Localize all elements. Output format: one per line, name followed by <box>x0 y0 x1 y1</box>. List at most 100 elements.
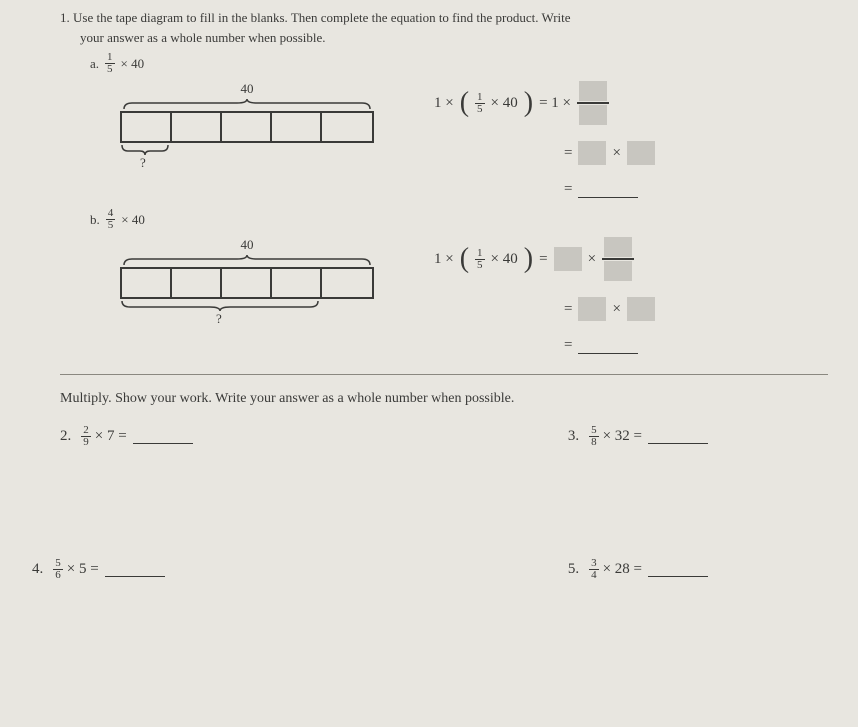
eqn-fraction: 1 5 <box>475 92 485 115</box>
problem-number: 4. <box>32 561 43 578</box>
part-a-fraction: 1 5 <box>105 52 115 75</box>
answer-box[interactable] <box>604 237 632 257</box>
part-a-equations: 1 × ( 1 5 × 40 ) = 1 × = × = <box>434 81 655 198</box>
answer-blank[interactable] <box>578 182 638 198</box>
part-b-equations: 1 × ( 1 5 × 40 ) = × = × = <box>434 237 655 354</box>
eqn-times: × <box>612 301 620 318</box>
eqn-line-2: = × <box>564 141 655 165</box>
answer-box[interactable] <box>604 261 632 281</box>
eqn-eq: = 1 × <box>539 95 571 112</box>
problem-number: 3. <box>568 428 579 445</box>
problem-rest: × 7 = <box>95 428 127 445</box>
problem-row-2: 4. 5 6 × 5 = 5. 3 4 × 28 = <box>60 558 828 581</box>
paren-close-icon: ) <box>524 243 533 275</box>
problem-rest: × 32 = <box>603 428 642 445</box>
eqn-prefix: 1 × <box>434 251 454 268</box>
paren-open-icon: ( <box>460 243 469 275</box>
answer-box[interactable] <box>627 141 655 165</box>
brace-bottom-icon <box>120 299 320 311</box>
answer-box[interactable] <box>627 297 655 321</box>
part-a-tape: 40 ? <box>120 81 374 171</box>
tape-cell <box>322 269 372 297</box>
fraction-line-icon <box>602 258 634 260</box>
part-b-fraction: 4 5 <box>106 208 116 231</box>
problem-row-1: 2. 2 9 × 7 = 3. 5 8 × 32 = <box>60 425 828 448</box>
eqn-line-1: 1 × ( 1 5 × 40 ) = 1 × <box>434 81 655 125</box>
eqn-line-3: = <box>564 181 655 198</box>
problem-fraction: 5 8 <box>589 425 599 448</box>
problem-number: 5. <box>568 561 579 578</box>
eqn-eq: = <box>564 145 572 162</box>
tape-cell <box>172 269 222 297</box>
part-a-times: × 40 <box>121 56 145 72</box>
problem-fraction: 3 4 <box>589 558 599 581</box>
eqn-line-2: = × <box>564 297 655 321</box>
answer-fraction-box[interactable] <box>577 81 609 125</box>
answer-box[interactable] <box>579 105 607 125</box>
answer-box[interactable] <box>578 141 606 165</box>
tape-cell <box>272 113 322 141</box>
eqn-inner: × 40 <box>491 95 518 112</box>
eqn-eq: = <box>564 301 572 318</box>
section-divider <box>60 374 828 375</box>
eqn-prefix: 1 × <box>434 95 454 112</box>
eqn-eq: = <box>539 251 547 268</box>
problem-number: 2. <box>60 428 71 445</box>
eqn-inner: × 40 <box>491 251 518 268</box>
fraction-line-icon <box>577 102 609 104</box>
brace-bottom-icon <box>120 143 170 155</box>
eqn-eq: = <box>564 181 572 198</box>
tape-cell <box>222 113 272 141</box>
multiply-instruction: Multiply. Show your work. Write your ans… <box>60 391 828 407</box>
tape-cell <box>272 269 322 297</box>
eqn-times: × <box>588 251 596 268</box>
problem-5: 5. 3 4 × 28 = <box>568 558 708 581</box>
part-b-row: 40 ? 1 × ( 1 5 × 40 ) = × <box>120 237 828 354</box>
part-a-row: 40 ? 1 × ( 1 5 × 40 ) = 1 × <box>120 81 828 198</box>
part-b-times: × 40 <box>121 212 145 228</box>
problem-3: 3. 5 8 × 32 = <box>568 425 708 448</box>
answer-blank[interactable] <box>133 430 193 444</box>
tape-cell <box>222 269 272 297</box>
tape-diagram-b <box>120 267 374 299</box>
answer-blank[interactable] <box>648 430 708 444</box>
part-a-letter: a. <box>90 56 99 72</box>
tape-cell <box>122 269 172 297</box>
brace-top-icon <box>122 255 372 267</box>
tape-cell <box>122 113 172 141</box>
tape-diagram-a <box>120 111 374 143</box>
instruction-text-1: Use the tape diagram to fill in the blan… <box>73 10 571 25</box>
eqn-eq: = <box>564 337 572 354</box>
problem-2: 2. 2 9 × 7 = <box>60 425 193 448</box>
part-a-unknown-label: ? <box>140 155 146 171</box>
paren-open-icon: ( <box>460 87 469 119</box>
problem-4: 4. 5 6 × 5 = <box>32 558 165 581</box>
instruction-text-2: your answer as a whole number when possi… <box>80 30 828 46</box>
problem-rest: × 28 = <box>603 561 642 578</box>
part-b-unknown-label: ? <box>216 311 222 327</box>
part-a-label: a. 1 5 × 40 <box>90 52 828 75</box>
part-b-tape: 40 ? <box>120 237 374 327</box>
eqn-line-3: = <box>564 337 655 354</box>
answer-box[interactable] <box>578 297 606 321</box>
tape-cell <box>322 113 372 141</box>
tape-cell <box>172 113 222 141</box>
problem-rest: × 5 = <box>67 561 99 578</box>
answer-blank[interactable] <box>105 563 165 577</box>
part-b-total-label: 40 <box>241 237 254 253</box>
eqn-fraction: 1 5 <box>475 248 485 271</box>
eqn-line-1: 1 × ( 1 5 × 40 ) = × <box>434 237 655 281</box>
answer-blank[interactable] <box>578 338 638 354</box>
problem-number: 1. <box>60 10 70 25</box>
problem-instruction: 1. Use the tape diagram to fill in the b… <box>60 10 828 26</box>
eqn-times: × <box>612 145 620 162</box>
answer-box[interactable] <box>554 247 582 271</box>
part-a-total-label: 40 <box>241 81 254 97</box>
paren-close-icon: ) <box>524 87 533 119</box>
problem-fraction: 5 6 <box>53 558 63 581</box>
problem-fraction: 2 9 <box>81 425 91 448</box>
part-b-letter: b. <box>90 212 100 228</box>
answer-fraction-box[interactable] <box>602 237 634 281</box>
answer-box[interactable] <box>579 81 607 101</box>
answer-blank[interactable] <box>648 563 708 577</box>
